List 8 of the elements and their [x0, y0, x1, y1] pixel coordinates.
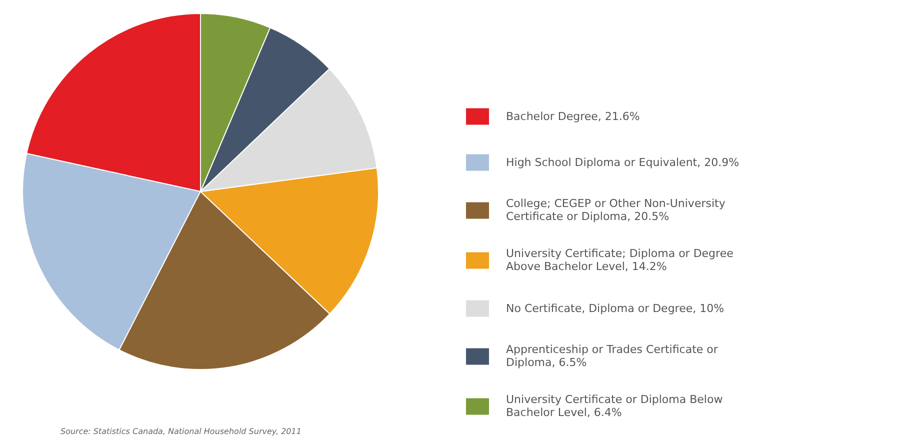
legend-label: College; CEGEP or Other Non-University Certificate or Diploma, 20.5% [506, 197, 726, 223]
legend-label: No Certificate, Diploma or Degree, 10% [506, 302, 724, 314]
legend-label: University Certificate or Diploma Below Bachelor Level, 6.4% [506, 393, 723, 419]
legend-label: University Certificate; Diploma or Degree Above Bachelor Level, 14.2% [506, 247, 734, 273]
legend-label: Bachelor Degree, 21.6% [506, 110, 640, 122]
legend-label: High School Diploma or Equivalent, 20.9% [506, 156, 740, 168]
legend-label: Apprenticeship or Trades Certificate or Diploma, 6.5% [506, 343, 718, 369]
source-note: Source: Statistics Canada, National Household Survey, 2011 [60, 427, 302, 436]
